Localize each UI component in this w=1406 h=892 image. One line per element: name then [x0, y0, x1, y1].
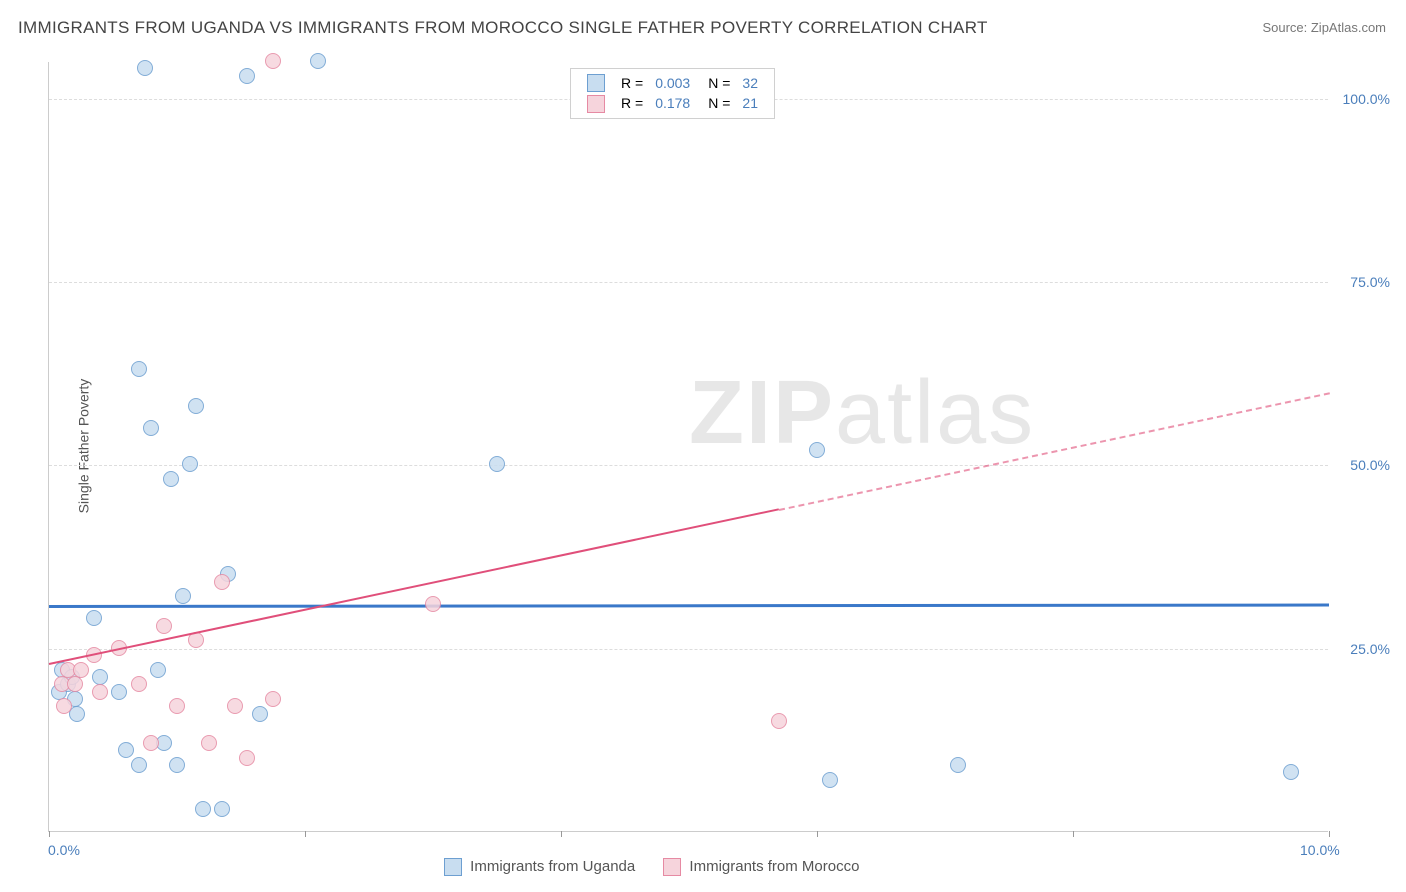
y-tick-label: 25.0% — [1350, 641, 1390, 657]
data-point — [131, 757, 147, 773]
r-label: R = — [615, 73, 649, 93]
legend-label: Immigrants from Uganda — [470, 858, 635, 875]
trend-line — [778, 392, 1329, 511]
n-label: N = — [696, 73, 736, 93]
chart-title: IMMIGRANTS FROM UGANDA VS IMMIGRANTS FRO… — [18, 18, 988, 38]
data-point — [92, 684, 108, 700]
data-point — [111, 684, 127, 700]
legend-item: Immigrants from Uganda — [444, 858, 635, 876]
source-attribution: Source: ZipAtlas.com — [1262, 20, 1386, 35]
data-point — [489, 456, 505, 472]
data-point — [131, 676, 147, 692]
gridline-horizontal — [49, 465, 1328, 466]
data-point — [175, 588, 191, 604]
data-point — [86, 610, 102, 626]
legend-swatch — [587, 95, 605, 113]
data-point — [137, 60, 153, 76]
x-tick — [1329, 831, 1330, 837]
legend-swatch — [444, 858, 462, 876]
x-tick — [1073, 831, 1074, 837]
data-point — [67, 676, 83, 692]
y-tick-label: 75.0% — [1350, 274, 1390, 290]
data-point — [131, 361, 147, 377]
x-tick — [49, 831, 50, 837]
data-point — [239, 68, 255, 84]
x-tick — [561, 831, 562, 837]
y-tick-label: 50.0% — [1350, 457, 1390, 473]
data-point — [265, 691, 281, 707]
legend-swatch — [587, 74, 605, 92]
data-point — [182, 456, 198, 472]
data-point — [156, 618, 172, 634]
legend-row: R =0.178N =21 — [581, 93, 764, 113]
r-label: R = — [615, 93, 649, 113]
n-label: N = — [696, 93, 736, 113]
data-point — [214, 574, 230, 590]
legend-item: Immigrants from Morocco — [663, 858, 859, 876]
data-point — [143, 420, 159, 436]
correlation-legend: R =0.003N =32R =0.178N =21 — [570, 68, 775, 119]
legend-label: Immigrants from Morocco — [689, 858, 859, 875]
data-point — [56, 698, 72, 714]
data-point — [73, 662, 89, 678]
watermark: ZIPatlas — [689, 362, 1035, 465]
data-point — [143, 735, 159, 751]
trend-line — [49, 603, 1329, 607]
data-point — [239, 750, 255, 766]
x-tick — [305, 831, 306, 837]
r-value: 0.178 — [649, 93, 696, 113]
gridline-horizontal — [49, 282, 1328, 283]
watermark-light: atlas — [835, 363, 1035, 463]
data-point — [163, 471, 179, 487]
plot-area: ZIPatlas — [48, 62, 1328, 832]
data-point — [265, 53, 281, 69]
series-legend: Immigrants from Uganda Immigrants from M… — [430, 858, 873, 876]
data-point — [227, 698, 243, 714]
legend-swatch — [663, 858, 681, 876]
n-value: 32 — [736, 73, 764, 93]
data-point — [150, 662, 166, 678]
gridline-horizontal — [49, 649, 1328, 650]
data-point — [809, 442, 825, 458]
x-tick — [817, 831, 818, 837]
y-tick-label: 100.0% — [1343, 91, 1390, 107]
x-tick-label: 0.0% — [48, 842, 80, 858]
trend-line — [49, 509, 779, 666]
data-point — [118, 742, 134, 758]
data-point — [771, 713, 787, 729]
data-point — [425, 596, 441, 612]
data-point — [214, 801, 230, 817]
data-point — [92, 669, 108, 685]
data-point — [310, 53, 326, 69]
data-point — [195, 801, 211, 817]
n-value: 21 — [736, 93, 764, 113]
data-point — [950, 757, 966, 773]
data-point — [201, 735, 217, 751]
data-point — [169, 757, 185, 773]
data-point — [188, 398, 204, 414]
legend-row: R =0.003N =32 — [581, 73, 764, 93]
data-point — [169, 698, 185, 714]
r-value: 0.003 — [649, 73, 696, 93]
x-tick-label: 10.0% — [1300, 842, 1340, 858]
data-point — [1283, 764, 1299, 780]
data-point — [822, 772, 838, 788]
data-point — [252, 706, 268, 722]
